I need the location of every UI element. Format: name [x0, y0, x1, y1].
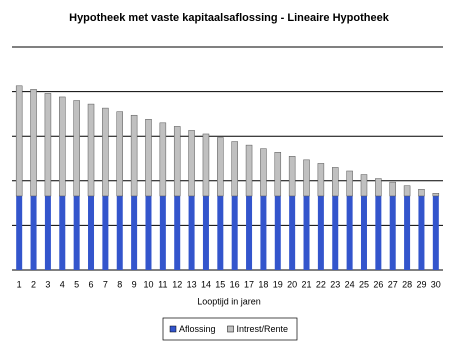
bar-segment	[317, 163, 325, 197]
bar-segment	[145, 195, 152, 270]
bar-segment	[231, 141, 238, 197]
bar-segment	[245, 144, 253, 197]
bar-segment	[217, 137, 224, 197]
bar-segment	[44, 93, 52, 197]
bar-segment	[73, 195, 80, 270]
bar-segment	[173, 126, 181, 197]
legend-swatch	[169, 325, 177, 333]
bar-segment	[130, 114, 138, 197]
x-tick-label: 26	[373, 279, 383, 289]
x-tick-label: 10	[143, 279, 153, 289]
bar-segment	[30, 195, 37, 270]
bar-segment	[274, 195, 281, 270]
x-tick-label: 11	[158, 279, 167, 289]
x-tick-label: 13	[187, 279, 197, 289]
x-tick-label: 9	[132, 279, 137, 289]
x-tick-label: 17	[244, 279, 254, 289]
bar-segment	[59, 96, 66, 197]
bar-segment	[30, 89, 37, 197]
bar-segment	[202, 195, 209, 270]
bar-segment	[44, 195, 51, 270]
bar-segment	[288, 156, 296, 197]
x-tick-label: 22	[316, 279, 326, 289]
x-tick-label: 1	[17, 279, 22, 289]
x-tick-label: 29	[416, 279, 426, 289]
x-tick-label: 12	[172, 279, 182, 289]
x-tick-label: 5	[74, 279, 79, 289]
bar-segment	[188, 195, 195, 270]
bar-segment	[274, 152, 282, 197]
bar-segment	[360, 174, 368, 197]
bar-segment	[418, 189, 425, 197]
bar-segment	[389, 181, 396, 197]
bar-segment	[332, 167, 339, 197]
x-tick-label: 27	[388, 279, 398, 289]
bar-segment	[303, 195, 310, 270]
x-axis-label: Looptijd in jaren	[197, 296, 261, 306]
x-tick-label: 25	[359, 279, 369, 289]
bar-segment	[246, 195, 253, 270]
bar-segment	[260, 195, 267, 270]
x-tick-label: 20	[287, 279, 297, 289]
bar-segment	[404, 195, 411, 270]
bar-segment	[159, 195, 166, 270]
bar-segment	[102, 107, 109, 197]
x-tick-label: 23	[330, 279, 340, 289]
bar-segment	[174, 195, 181, 270]
bar-segment	[432, 193, 440, 197]
x-tick-label: 18	[258, 279, 268, 289]
bar-segment	[303, 159, 310, 197]
bar-segment	[403, 185, 411, 197]
x-tick-label: 7	[103, 279, 108, 289]
bar-segment	[116, 111, 123, 197]
x-tick-label: 24	[345, 279, 355, 289]
x-tick-label: 30	[431, 279, 441, 289]
x-tick-label: 8	[117, 279, 122, 289]
bar-segment	[145, 119, 152, 197]
bar-segment	[332, 195, 339, 270]
x-tick-label: 28	[402, 279, 412, 289]
chart-title: Hypotheek met vaste kapitaalsaflossing -…	[69, 12, 390, 24]
legend-label: Aflossing	[179, 324, 216, 334]
bar-segment	[217, 195, 224, 270]
x-tick-label: 6	[89, 279, 94, 289]
legend-label: Intrest/Rente	[237, 324, 289, 334]
bar-segment	[432, 195, 439, 270]
x-tick-label: 3	[45, 279, 50, 289]
x-tick-label: 15	[215, 279, 225, 289]
bar-segment	[59, 195, 66, 270]
bar-segment	[88, 195, 95, 270]
x-tick-label: 2	[31, 279, 36, 289]
bar-segment	[375, 178, 382, 197]
bar-segment	[346, 170, 353, 197]
bar-segment	[317, 195, 324, 270]
x-tick-label: 16	[230, 279, 240, 289]
x-tick-label: 4	[60, 279, 65, 289]
x-tick-label: 19	[273, 279, 283, 289]
bar-segment	[418, 195, 425, 270]
bar-segment	[87, 103, 95, 197]
legend-swatch	[227, 325, 234, 333]
bar-segment	[15, 85, 23, 197]
bar-segment	[360, 195, 367, 270]
x-tick-label: 21	[302, 279, 312, 289]
bar-segment	[102, 195, 109, 270]
bar-segment	[131, 195, 138, 270]
bar-segment	[116, 195, 123, 270]
bar-segment	[389, 195, 396, 270]
bar-segment	[73, 100, 80, 197]
bar-segment	[159, 122, 167, 197]
bar-segment	[202, 133, 210, 197]
bar-segment	[375, 195, 382, 270]
bar-segment	[188, 130, 195, 197]
bar-segment	[346, 195, 353, 270]
x-tick-label: 14	[201, 279, 211, 289]
bar-segment	[16, 195, 23, 270]
bar-segment	[260, 148, 267, 197]
bar-segment	[231, 195, 238, 270]
bar-segment	[289, 195, 296, 270]
